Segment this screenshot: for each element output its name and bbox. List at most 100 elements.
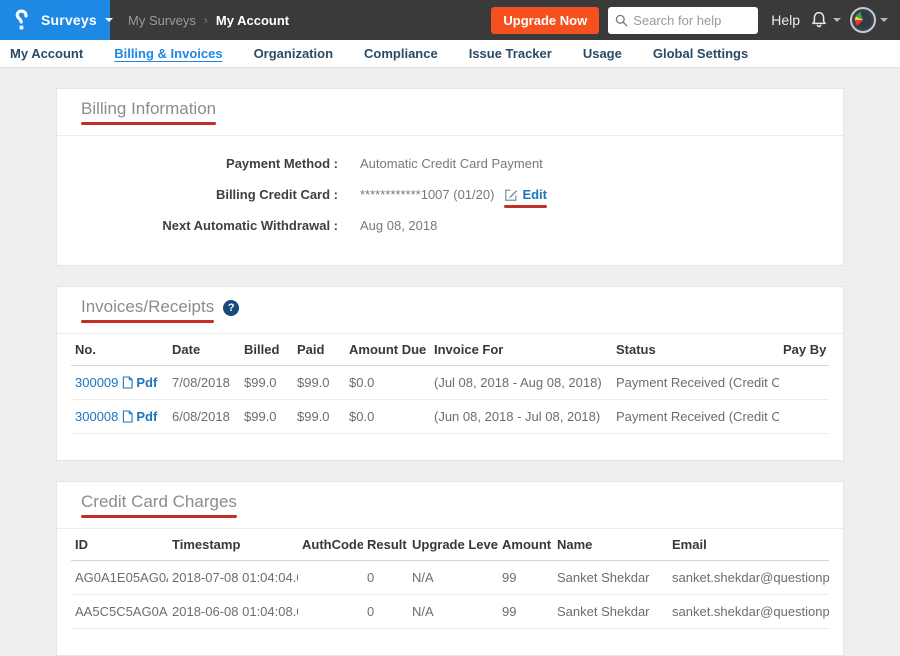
chevron-down-icon [833, 18, 841, 22]
help-search-box[interactable] [608, 6, 759, 34]
billing-information-card: Billing Information Payment Method : Aut… [56, 88, 844, 266]
help-question-icon[interactable]: ? [223, 299, 240, 316]
tab-my-account[interactable]: My Account [10, 46, 84, 61]
billing-information-body: Payment Method : Automatic Credit Card P… [57, 136, 843, 265]
invoice-pdf-link[interactable]: Pdf [122, 375, 157, 390]
breadcrumb: My Surveys › My Account [128, 13, 289, 28]
questionpro-logo-icon [15, 9, 28, 30]
charge-result: 0 [363, 594, 408, 629]
col-name: Name [553, 529, 668, 561]
search-icon [615, 14, 628, 26]
col-email: Email [668, 529, 829, 561]
charge-email: sanket.shekdar@questionpro.com [668, 560, 829, 595]
invoice-row: 300009 Pdf [71, 365, 829, 400]
tab-organization[interactable]: Organization [253, 46, 334, 61]
invoice-for: (Jun 08, 2018 - Jul 08, 2018) [430, 399, 612, 434]
next-withdrawal-value: Aug 08, 2018 [360, 218, 438, 233]
charges-header-row: ID Timestamp AuthCode Result Upgrade Lev… [71, 529, 829, 561]
invoice-number-link[interactable]: 300009 [75, 375, 119, 390]
pdf-label: Pdf [136, 375, 158, 390]
billing-credit-card-row: Billing Credit Card : ************1007 (… [57, 179, 843, 210]
help-link[interactable]: Help [771, 12, 800, 28]
charge-timestamp: 2018-06-08 01:04:08.0 [168, 594, 298, 629]
top-bar: Surveys My Surveys › My Account Upgrade … [0, 0, 900, 40]
search-input[interactable] [633, 12, 752, 28]
invoice-row: 300008 Pdf [71, 399, 829, 434]
invoices-header-row: No. Date Billed Paid Amount Due Invoice … [71, 334, 829, 366]
edit-link[interactable]: Edit [522, 187, 547, 202]
col-pay-by: Pay By [779, 334, 829, 366]
billing-invoices-page: Surveys My Surveys › My Account Upgrade … [0, 0, 900, 632]
charge-id: AG0A1E05AG0A [71, 560, 168, 595]
col-amount-due: Amount Due [345, 334, 430, 366]
topbar-actions: Upgrade Now Help [491, 6, 900, 34]
invoice-status: Payment Received (Credit Card) [612, 399, 779, 434]
breadcrumb-current: My Account [215, 12, 290, 28]
charges-table-wrap: ID Timestamp AuthCode Result Upgrade Lev… [57, 529, 843, 655]
col-date: Date [168, 334, 240, 366]
invoices-table: No. Date Billed Paid Amount Due Invoice … [71, 334, 829, 434]
tab-usage[interactable]: Usage [582, 46, 622, 61]
col-timestamp: Timestamp [168, 529, 298, 561]
account-menu[interactable] [850, 7, 888, 33]
invoice-pay-by [779, 399, 829, 434]
avatar [850, 7, 876, 33]
charge-row: AA5C5C5AG0A 2018-06-08 01:04:08.0 0 N/A … [71, 594, 829, 629]
charge-authcode [298, 560, 363, 595]
breadcrumb-parent[interactable]: My Surveys [128, 12, 196, 28]
col-invoice-for: Invoice For [430, 334, 612, 366]
tab-issue-tracker[interactable]: Issue Tracker [468, 46, 552, 61]
next-withdrawal-label: Next Automatic Withdrawal : [162, 218, 338, 233]
chevron-down-icon [104, 18, 113, 22]
payment-method-value: Automatic Credit Card Payment [360, 156, 543, 171]
invoice-paid: $99.0 [293, 365, 345, 400]
chevron-down-icon [880, 18, 888, 22]
charge-result: 0 [363, 560, 408, 595]
charge-name: Sanket Shekdar [553, 560, 668, 595]
account-nav-tabs: My Account Billing & Invoices Organizati… [0, 40, 900, 68]
col-no: No. [71, 334, 168, 366]
section-title-invoices-receipts: Invoices/Receipts [81, 297, 214, 323]
invoices-table-wrap: No. Date Billed Paid Amount Due Invoice … [57, 334, 843, 460]
invoice-number-link[interactable]: 300008 [75, 409, 119, 424]
pdf-file-icon [123, 410, 134, 423]
billing-information-header: Billing Information [57, 89, 843, 136]
product-label: Surveys [41, 12, 97, 28]
tab-billing-invoices[interactable]: Billing & Invoices [114, 46, 223, 61]
bell-icon [812, 11, 826, 28]
upgrade-now-button[interactable]: Upgrade Now [491, 6, 600, 34]
next-withdrawal-row: Next Automatic Withdrawal : Aug 08, 2018 [57, 210, 843, 241]
invoice-status: Payment Received (Credit Card) [612, 365, 779, 400]
charge-name: Sanket Shekdar [553, 594, 668, 629]
col-upgrade-level: Upgrade Level [408, 529, 498, 561]
charge-email: sanket.shekdar@questionpro.com [668, 594, 829, 629]
charge-row: AG0A1E05AG0A 2018-07-08 01:04:04.0 0 N/A… [71, 560, 829, 595]
section-title-billing-information: Billing Information [81, 99, 216, 125]
notifications-menu[interactable] [809, 10, 841, 30]
pdf-file-icon [123, 376, 134, 389]
breadcrumb-separator-icon: › [203, 13, 208, 27]
col-authcode: AuthCode [298, 529, 363, 561]
charge-id: AA5C5C5AG0A [71, 594, 168, 629]
col-paid: Paid [293, 334, 345, 366]
col-result: Result [363, 529, 408, 561]
tab-compliance[interactable]: Compliance [364, 46, 438, 61]
edit-credit-card-action[interactable]: Edit [504, 187, 547, 208]
invoices-receipts-card: Invoices/Receipts ? No. Date Billed Paid [56, 286, 844, 461]
invoices-receipts-header: Invoices/Receipts ? [57, 287, 843, 334]
invoice-pay-by [779, 365, 829, 400]
charges-table: ID Timestamp AuthCode Result Upgrade Lev… [71, 529, 829, 629]
section-title-credit-card-charges: Credit Card Charges [81, 492, 237, 518]
invoice-billed: $99.0 [240, 399, 293, 434]
charge-upgrade-level: N/A [408, 560, 498, 595]
product-switcher[interactable]: Surveys [0, 0, 113, 40]
billing-credit-card-label: Billing Credit Card : [215, 187, 338, 202]
invoice-pdf-link[interactable]: Pdf [122, 409, 157, 424]
col-id: ID [71, 529, 168, 561]
charge-timestamp: 2018-07-08 01:04:04.0 [168, 560, 298, 595]
credit-card-charges-header: Credit Card Charges [57, 482, 843, 529]
invoice-amount-due: $0.0 [345, 399, 430, 434]
edit-pencil-icon [505, 189, 518, 201]
tab-global-settings[interactable]: Global Settings [652, 46, 749, 61]
invoice-date: 7/08/2018 [168, 365, 240, 400]
